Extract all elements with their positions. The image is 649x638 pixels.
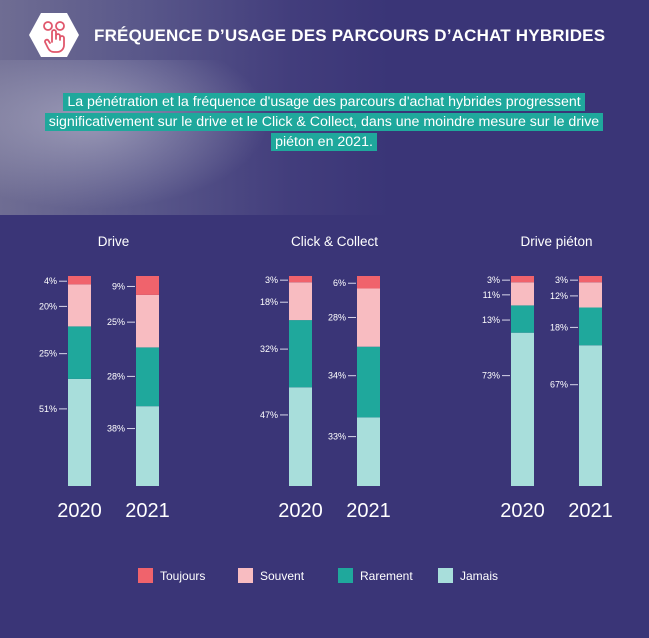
value-label: 20% [39, 301, 57, 311]
value-label: 51% [39, 404, 57, 414]
legend-label: Rarement [360, 568, 413, 583]
bar-segment-souvent [289, 282, 312, 321]
bar-segment-toujours [68, 276, 91, 285]
value-label: 25% [107, 317, 125, 327]
bar-segment-rarement [579, 307, 602, 346]
year-label: 2020 [57, 500, 102, 522]
value-label: 13% [482, 315, 500, 325]
value-label: 38% [107, 424, 125, 434]
value-label: 11% [483, 290, 500, 300]
legend-item: Rarement [338, 568, 413, 583]
bar-segment-jamais [136, 406, 159, 486]
legend-swatch [238, 568, 253, 583]
chart-legend: Toujours Souvent Rarement Jamais [0, 568, 649, 592]
bar-segment-souvent [357, 288, 380, 347]
bar-segment-rarement [136, 347, 159, 407]
bar-segment-jamais [357, 417, 380, 486]
value-label: 73% [482, 371, 500, 381]
value-label: 9% [112, 281, 125, 291]
value-label: 3% [265, 275, 278, 285]
value-label: 18% [550, 322, 568, 332]
year-label: 2020 [278, 500, 323, 522]
page-title: FRÉQUENCE D’USAGE DES PARCOURS D’ACHAT H… [94, 26, 606, 45]
legend-item: Souvent [238, 568, 304, 583]
legend-label: Jamais [460, 568, 499, 583]
bar-segment-toujours [579, 276, 602, 283]
value-label: 33% [328, 432, 346, 442]
value-label: 25% [39, 349, 57, 359]
legend-label: Souvent [260, 568, 305, 583]
group-title: Drive piéton [520, 234, 592, 249]
bar-segment-rarement [68, 326, 91, 379]
value-label: 28% [107, 371, 125, 381]
bar-segment-toujours [289, 276, 312, 283]
bar-segment-jamais [68, 378, 91, 486]
hand-tap-icon [29, 13, 79, 57]
value-label: 3% [487, 275, 500, 285]
value-label: 6% [333, 278, 346, 288]
legend-swatch [138, 568, 153, 583]
value-label: 4% [44, 276, 57, 286]
bar-segment-rarement [511, 305, 534, 333]
bar-segment-toujours [136, 276, 159, 295]
bar-segment-jamais [511, 332, 534, 486]
value-label: 47% [260, 410, 278, 420]
laptop-photo [0, 60, 270, 210]
value-label: 18% [260, 297, 278, 307]
group-title: Click & Collect [291, 234, 378, 249]
value-label: 67% [550, 380, 568, 390]
year-label: 2021 [125, 500, 170, 522]
group-title: Drive [98, 234, 130, 249]
bar-segment-souvent [68, 284, 91, 327]
value-label: 34% [328, 371, 346, 381]
legend-item: Jamais [438, 568, 498, 583]
bar-segment-souvent [136, 294, 159, 348]
bar-segment-souvent [579, 282, 602, 308]
bar-segment-jamais [289, 387, 312, 486]
bar-segment-jamais [579, 345, 602, 486]
page-subtitle: La pénétration et la fréquence d'usage d… [28, 92, 620, 152]
year-label: 2021 [346, 500, 391, 522]
legend-label: Toujours [160, 568, 206, 583]
legend-swatch [338, 568, 353, 583]
value-label: 3% [555, 275, 568, 285]
year-label: 2020 [500, 500, 545, 522]
bar-segment-souvent [511, 282, 534, 306]
stacked-bar-chart: Drive 51% 25% 20% 4% 2020 38% 28% 25% 9% 2021 Click… [39, 234, 613, 522]
legend-item: Toujours [138, 568, 205, 583]
legend-swatch [438, 568, 453, 583]
bar-segment-rarement [357, 346, 380, 418]
year-label: 2021 [568, 500, 613, 522]
value-label: 32% [260, 344, 278, 354]
bar-segment-toujours [357, 276, 380, 289]
value-label: 28% [328, 312, 346, 322]
bar-segment-toujours [511, 276, 534, 283]
value-label: 12% [550, 291, 568, 301]
bar-segment-rarement [289, 320, 312, 388]
